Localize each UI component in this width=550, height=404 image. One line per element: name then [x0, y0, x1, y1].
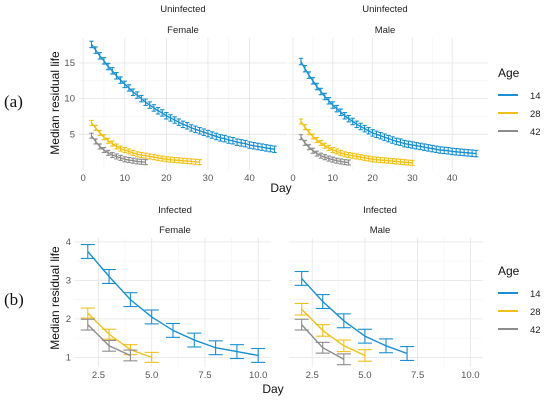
y-tick-label: 5	[70, 129, 75, 140]
x-tick-label: 30	[203, 173, 214, 184]
x-tick-label: 10.0	[461, 370, 480, 381]
legend-b-label-42: 42	[530, 325, 541, 336]
series-line-28	[301, 308, 366, 357]
x-tick-label: 5.0	[145, 370, 158, 381]
x-tick-label: 40	[244, 173, 255, 184]
y-tick-label: 3	[66, 275, 71, 286]
legend-a-label-28: 28	[530, 109, 541, 120]
series-14	[294, 270, 415, 362]
series-42	[294, 318, 351, 366]
series-line-14	[300, 61, 477, 155]
x-tick-label: 7.5	[411, 370, 424, 381]
strip-top-b-male: Infected	[363, 205, 397, 216]
x-tick-label: 40	[447, 173, 458, 184]
panel-label-b: (b)	[4, 290, 24, 309]
strip-bottom-a-male: Male	[375, 25, 396, 36]
series-line-28	[87, 312, 152, 359]
series-line-42	[300, 136, 349, 164]
legend-b-title: Age	[498, 264, 520, 278]
y-axis-label-b: Median residual life	[48, 246, 62, 350]
series-42	[89, 132, 148, 166]
x-tick-label: 10.0	[249, 370, 268, 381]
series-28	[89, 119, 202, 166]
legend-a: Age 14 28 42	[498, 66, 541, 138]
series-line-42	[301, 324, 345, 360]
series-line-14	[301, 277, 408, 355]
x-tick-label: 2.5	[92, 370, 105, 381]
series-28	[80, 307, 159, 363]
strip-top-b-female: Infected	[158, 205, 192, 216]
plot-panel-1: 0 10 20 30 40	[289, 38, 488, 184]
y-tick-label: 2	[66, 314, 71, 325]
x-tick-label: 2.5	[306, 370, 319, 381]
series-line-28	[300, 121, 413, 164]
series-line-42	[90, 135, 146, 163]
y-tick-label: 10	[64, 94, 75, 105]
legend-a-title: Age	[498, 66, 520, 80]
series-42	[298, 134, 351, 166]
series-line-14	[87, 251, 259, 357]
x-tick-label: 0	[290, 173, 295, 184]
plot-panel-0: 0 10 20 30 40 5 10 15	[64, 38, 287, 184]
series-line-42	[87, 324, 131, 357]
x-tick-label: 20	[161, 173, 172, 184]
series-14	[80, 243, 266, 363]
y-tick-label: 15	[64, 58, 75, 69]
strip-bottom-a-female: Female	[167, 25, 199, 36]
x-tick-label: 5.0	[358, 370, 371, 381]
y-axis-label-a: Median residual life	[48, 51, 62, 155]
legend-a-label-42: 42	[530, 127, 541, 138]
series-14	[89, 40, 277, 154]
plot-panels: 0 10 20 30 40 5 10 15 0 10 20 30 40 2.5 5.0 7.5 10.0 1 2 3 4…	[64, 38, 488, 381]
legend-a-label-14: 14	[530, 91, 541, 102]
strip-top-a-female: Uninfected	[160, 4, 205, 15]
x-tick-label: 20	[367, 173, 378, 184]
legend-b: Age 14 28 42	[498, 264, 541, 336]
x-axis-label-a: Day	[270, 181, 291, 195]
y-tick-label: 1	[66, 352, 71, 363]
series-42	[80, 318, 138, 362]
series-28	[294, 302, 372, 362]
strip-top-a-male: Uninfected	[362, 4, 407, 15]
strip-bottom-b-male: Male	[370, 225, 391, 236]
y-tick-label: 4	[66, 237, 71, 248]
series-14	[298, 57, 479, 158]
x-tick-label: 10	[119, 173, 130, 184]
series-line-14	[90, 44, 275, 150]
x-tick-label: 7.5	[198, 370, 211, 381]
x-tick-label: 0	[81, 173, 86, 184]
x-tick-label: 30	[407, 173, 418, 184]
x-axis-label-b: Day	[262, 382, 283, 396]
legend-b-label-14: 14	[530, 289, 541, 300]
series-line-28	[90, 122, 200, 163]
series-28	[298, 118, 415, 166]
strip-bottom-b-female: Female	[159, 225, 191, 236]
panel-label-a: (a)	[4, 92, 23, 111]
plot-panel-3: 2.5 5.0 7.5 10.0	[289, 238, 483, 381]
legend-b-label-28: 28	[530, 307, 541, 318]
plot-panel-2: 2.5 5.0 7.5 10.0 1 2 3 4	[66, 237, 271, 381]
x-tick-label: 10	[327, 173, 338, 184]
